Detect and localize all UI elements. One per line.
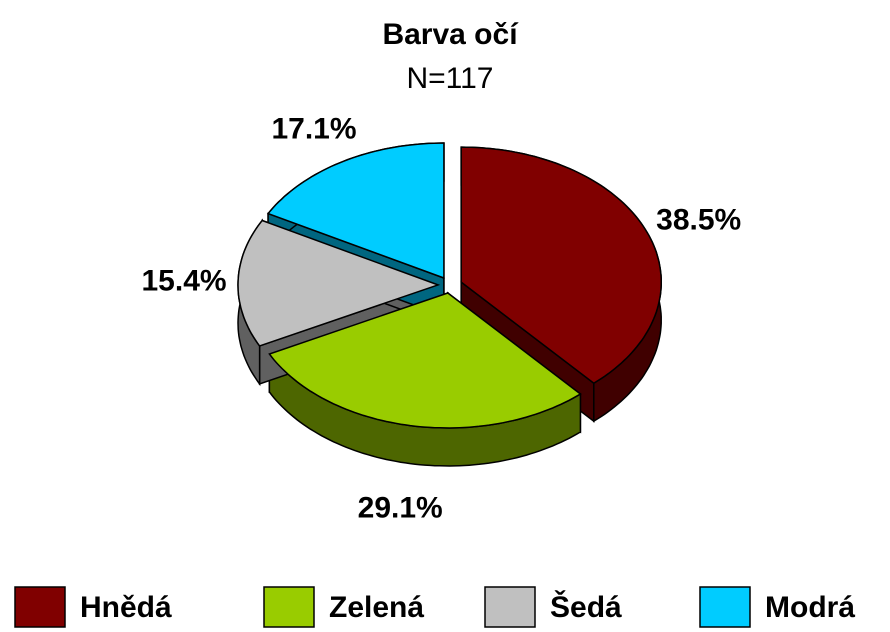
chart-subtitle: N=117 — [406, 62, 493, 95]
pie-tops — [237, 142, 662, 429]
pie-labels: 38.5% 29.1% 15.4% 17.1% — [141, 113, 741, 525]
data-label: 38.5% — [656, 203, 741, 236]
legend-label: Šedá — [550, 590, 622, 624]
legend-swatch — [484, 586, 536, 628]
legend-label: Hnědá — [80, 591, 172, 624]
chart-title: Barva očí — [382, 18, 519, 51]
slice — [237, 219, 441, 347]
legend-label: Modrá — [765, 591, 855, 624]
legend-swatch — [14, 586, 66, 628]
legend-swatch — [263, 586, 315, 628]
legend-swatch — [699, 586, 751, 628]
data-label: 29.1% — [358, 491, 443, 524]
slice — [266, 142, 445, 280]
data-label: 15.4% — [141, 264, 226, 297]
legend-label: Zelená — [329, 591, 424, 624]
slice — [268, 292, 582, 429]
slice — [460, 146, 662, 385]
data-label: 17.1% — [271, 113, 356, 146]
